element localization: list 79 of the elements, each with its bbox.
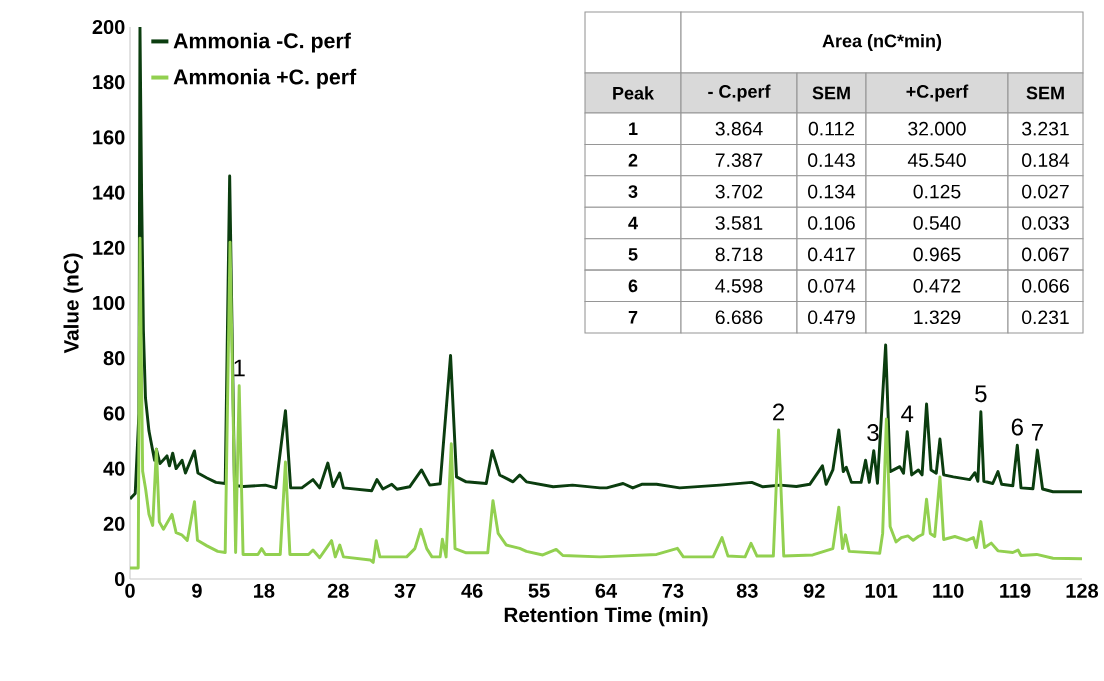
annotation: 0.066 bbox=[1022, 278, 1069, 293]
annotation: 7 bbox=[1031, 423, 1043, 441]
annotation: 0.540 bbox=[913, 216, 961, 230]
y-tick-label: 60 bbox=[103, 406, 125, 421]
y-tick-label: 0 bbox=[114, 571, 125, 587]
annotation: 3.581 bbox=[715, 216, 763, 230]
annotation: 8.718 bbox=[715, 247, 763, 262]
x-tick-label: 46 bbox=[461, 583, 483, 598]
annotation: 0.417 bbox=[808, 247, 855, 262]
annotation: 45.540 bbox=[907, 153, 966, 167]
annotation: 0.479 bbox=[808, 310, 855, 325]
y-tick-label: 20 bbox=[103, 516, 125, 531]
annotation: 6.686 bbox=[715, 310, 763, 325]
annotation: 0.965 bbox=[913, 247, 961, 262]
annotation: 2 bbox=[628, 153, 638, 167]
annotation: 6 bbox=[628, 279, 638, 293]
annotation: 1 bbox=[629, 122, 638, 135]
annotation: 3 bbox=[628, 185, 638, 198]
annotation: 7.387 bbox=[715, 153, 763, 167]
x-tick-label: 119 bbox=[1000, 583, 1031, 598]
annotation: 4 bbox=[628, 216, 638, 230]
x-tick-label: 55 bbox=[528, 583, 550, 598]
annotation: 6 bbox=[1011, 418, 1023, 436]
legend-label: Ammonia -C. perf bbox=[173, 32, 351, 53]
x-tick-label: 9 bbox=[192, 583, 202, 598]
annotation: 0.067 bbox=[1022, 247, 1069, 262]
x-tick-label: 92 bbox=[803, 583, 825, 598]
annotation: 0.231 bbox=[1022, 310, 1069, 325]
annotation: 3.864 bbox=[715, 121, 763, 136]
annotation: +C.perf bbox=[906, 84, 969, 102]
x-tick-label: 28 bbox=[327, 583, 349, 598]
annotation: 0.184 bbox=[1022, 153, 1070, 167]
y-tick-label: 80 bbox=[103, 351, 125, 366]
y-tick-label: 180 bbox=[93, 75, 125, 90]
annotation: Peak bbox=[613, 86, 655, 100]
legend-label: Ammonia +C. perf bbox=[173, 68, 357, 89]
x-tick-label: 128 bbox=[1066, 583, 1099, 598]
annotation: SEM bbox=[812, 86, 850, 100]
annotation: 3.702 bbox=[715, 184, 763, 199]
x-tick-label: 0 bbox=[125, 583, 135, 598]
annotation: 0.106 bbox=[808, 216, 855, 230]
annotation: 5 bbox=[975, 385, 987, 403]
y-tick-label: 100 bbox=[93, 295, 125, 311]
annotation: 5 bbox=[628, 248, 638, 261]
annotation: 3 bbox=[867, 424, 879, 442]
annotation: 4 bbox=[901, 405, 914, 422]
x-tick-label: 83 bbox=[736, 583, 758, 598]
annotation: - C.perf bbox=[708, 84, 771, 102]
annotation: 0.143 bbox=[808, 153, 855, 167]
annotation: 1.329 bbox=[914, 310, 961, 325]
y-axis-title: Value (nC) bbox=[63, 253, 83, 354]
annotation: 3.231 bbox=[1022, 121, 1069, 136]
x-tick-label: 73 bbox=[662, 583, 684, 598]
annotation: SEM bbox=[1026, 86, 1064, 100]
x-tick-label: 101 bbox=[865, 583, 898, 598]
annotation: 0.134 bbox=[808, 184, 856, 199]
x-tick-label: 110 bbox=[933, 583, 964, 598]
annotation: 7 bbox=[628, 311, 638, 324]
y-tick-label: 40 bbox=[103, 461, 125, 476]
y-tick-label: 140 bbox=[93, 185, 125, 200]
line-series bbox=[130, 236, 1082, 570]
annotation: 2 bbox=[773, 403, 785, 421]
annotation: 0.125 bbox=[913, 184, 961, 199]
annotation: 0.112 bbox=[808, 121, 854, 136]
annotation: 0.472 bbox=[913, 278, 961, 293]
annotation: 1 bbox=[234, 359, 245, 377]
y-tick-label: 160 bbox=[93, 130, 125, 145]
x-tick-label: 64 bbox=[595, 583, 618, 598]
x-tick-label: 18 bbox=[254, 583, 275, 598]
y-tick-label: 200 bbox=[92, 19, 125, 35]
x-axis-title: Retention Time (min) bbox=[504, 607, 708, 627]
annotation: Area (nC*min) bbox=[822, 34, 942, 51]
annotation: 0.074 bbox=[808, 278, 856, 293]
x-tick-label: 37 bbox=[394, 583, 416, 598]
annotation: 0.033 bbox=[1022, 216, 1069, 230]
annotation: 0.027 bbox=[1022, 184, 1069, 199]
y-tick-label: 120 bbox=[93, 240, 125, 255]
annotation: 4.598 bbox=[715, 278, 763, 293]
annotation: 32.000 bbox=[908, 121, 966, 136]
